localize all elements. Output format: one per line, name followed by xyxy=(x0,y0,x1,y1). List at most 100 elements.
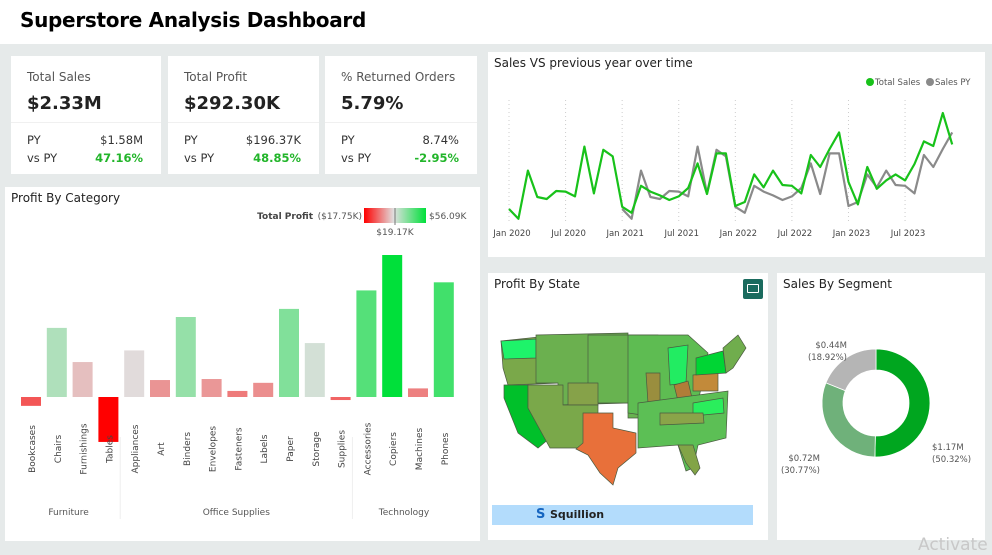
panel-title: Profit By State xyxy=(494,277,581,291)
x-tick-label: Binders xyxy=(183,432,193,466)
windows-watermark: Activate xyxy=(918,535,988,555)
bar-fasteners xyxy=(227,390,248,397)
bar-chairs xyxy=(46,327,67,397)
brand-banner: S Squillion xyxy=(492,505,753,525)
bar-copiers xyxy=(382,255,403,397)
panel-title: Sales By Segment xyxy=(783,277,892,291)
slice-pct-label: (18.92%) xyxy=(808,353,847,363)
profit-by-category-chart: Total Profit ($17.75K) $56.09K $19.17K Bookc… xyxy=(21,208,467,519)
bar-appliances xyxy=(124,350,145,397)
map-region-south-central xyxy=(659,412,705,426)
bar-storage xyxy=(304,343,325,397)
map-region-new-england xyxy=(722,334,747,374)
x-tick-label: Furnishings xyxy=(80,423,90,474)
kpi-value: $2.33M xyxy=(27,93,102,114)
map-state-pennsylvania xyxy=(692,372,719,392)
x-tick-label: Jul 2022 xyxy=(777,229,813,239)
bar-supplies xyxy=(330,397,351,401)
x-tick-label: Jan 2021 xyxy=(605,229,643,239)
bar-tables xyxy=(98,397,119,442)
bar-machines xyxy=(408,388,428,397)
x-tick-label: Art xyxy=(157,442,167,456)
x-tick-label: Jan 2022 xyxy=(719,229,757,239)
vs-value: 47.16% xyxy=(95,151,143,165)
slice-value-label: $0.72M xyxy=(788,454,820,464)
header: Superstore Analysis Dashboard xyxy=(0,0,992,44)
map-state-colorado xyxy=(567,382,599,406)
x-tick-label: Jul 2023 xyxy=(890,229,926,239)
legend-title: Total Profit xyxy=(257,212,314,222)
legend-max-label: $56.09K xyxy=(429,212,467,222)
x-tick-label: Appliances xyxy=(131,424,141,473)
segment-donut-chart: $1.17M (50.32%) $0.72M (30.77%) $0.44M (18.92… xyxy=(781,341,971,476)
group-label: Furniture xyxy=(48,508,89,518)
map-state-virginia xyxy=(692,397,725,417)
legend-marker xyxy=(926,78,934,86)
vs-value: -2.95% xyxy=(414,151,459,165)
py-value: $1.58M xyxy=(100,133,143,147)
panel-title: Profit By Category xyxy=(11,191,121,205)
x-tick-label: Storage xyxy=(312,431,322,467)
x-tick-label: Labels xyxy=(260,434,270,463)
vs-value: 48.85% xyxy=(253,151,301,165)
x-tick-label: Jan 2023 xyxy=(832,229,870,239)
bar-paper xyxy=(279,308,299,397)
x-tick-label: Supplies xyxy=(338,430,348,468)
x-tick-label: Phones xyxy=(441,432,451,465)
sales-line-chart: Jan 2020 Jul 2020 Jan 2021 Jul 2021 Jan 2022… xyxy=(492,78,971,239)
bar-accessories xyxy=(356,290,377,397)
divider xyxy=(325,122,477,123)
slice-pct-label: (50.32%) xyxy=(932,455,971,465)
map-state-washington xyxy=(500,338,537,360)
x-tick-label: Tables xyxy=(105,435,115,464)
x-tick-label: Machines xyxy=(415,428,425,471)
vs-label: vs PY xyxy=(184,151,215,165)
legend-label: Sales PY xyxy=(935,78,971,88)
legend-mid-label: $19.17K xyxy=(376,228,414,238)
kpi-value: 5.79% xyxy=(341,93,404,114)
series-line-sales-py xyxy=(621,131,954,220)
profit-by-state-panel: Profit By State S Squillion xyxy=(488,273,768,540)
bar-phones xyxy=(433,282,454,397)
x-tick-label: Fasteners xyxy=(234,427,244,471)
group-label: Technology xyxy=(378,508,430,518)
kpi-card-total-profit: Total Profit $292.30K PY $196.37K vs PY 48… xyxy=(168,56,319,174)
py-value: $196.37K xyxy=(245,133,301,147)
slice-pct-label: (30.77%) xyxy=(781,466,820,476)
us-state-map xyxy=(500,332,747,486)
bar-envelopes xyxy=(201,379,222,397)
py-label: PY xyxy=(27,133,41,147)
bar-art xyxy=(150,380,170,397)
donut-slice xyxy=(821,382,876,458)
kpi-label: Total Sales xyxy=(27,70,91,84)
x-tick-label: Accessories xyxy=(363,422,373,475)
x-tick-label: Paper xyxy=(286,436,296,462)
x-tick-label: Chairs xyxy=(54,434,64,463)
profit-by-category-panel: Profit By Category Total Profit ($17.75K)… xyxy=(5,187,480,541)
x-tick-label: Jul 2020 xyxy=(550,229,586,239)
legend-marker xyxy=(866,78,874,86)
legend-min-label: ($17.75K) xyxy=(318,212,362,222)
x-tick-label: Bookcases xyxy=(28,425,38,473)
table-icon xyxy=(747,284,759,293)
group-label: Office Supplies xyxy=(203,508,271,518)
x-tick-label: Copiers xyxy=(389,432,399,466)
x-tick-label: Envelopes xyxy=(209,426,219,473)
slice-value-label: $0.44M xyxy=(815,341,847,351)
bar-binders xyxy=(175,317,196,397)
py-label: PY xyxy=(341,133,355,147)
map-state-florida xyxy=(677,444,701,476)
kpi-label: % Returned Orders xyxy=(341,70,456,84)
divider xyxy=(11,122,161,123)
visual-options-button[interactable] xyxy=(743,279,763,299)
kpi-label: Total Profit xyxy=(184,70,248,84)
kpi-card-returned-orders: % Returned Orders 5.79% PY 8.74% vs PY -2.… xyxy=(325,56,477,174)
x-tick-label: Jul 2021 xyxy=(663,229,699,239)
map-state-texas xyxy=(575,412,637,486)
donut-slice xyxy=(825,348,877,392)
brand-name: Squillion xyxy=(550,508,605,521)
bar-furnishings xyxy=(72,362,93,397)
page-title: Superstore Analysis Dashboard xyxy=(20,8,366,32)
squillion-logo-icon: S xyxy=(536,507,546,522)
kpi-value: $292.30K xyxy=(184,93,280,114)
